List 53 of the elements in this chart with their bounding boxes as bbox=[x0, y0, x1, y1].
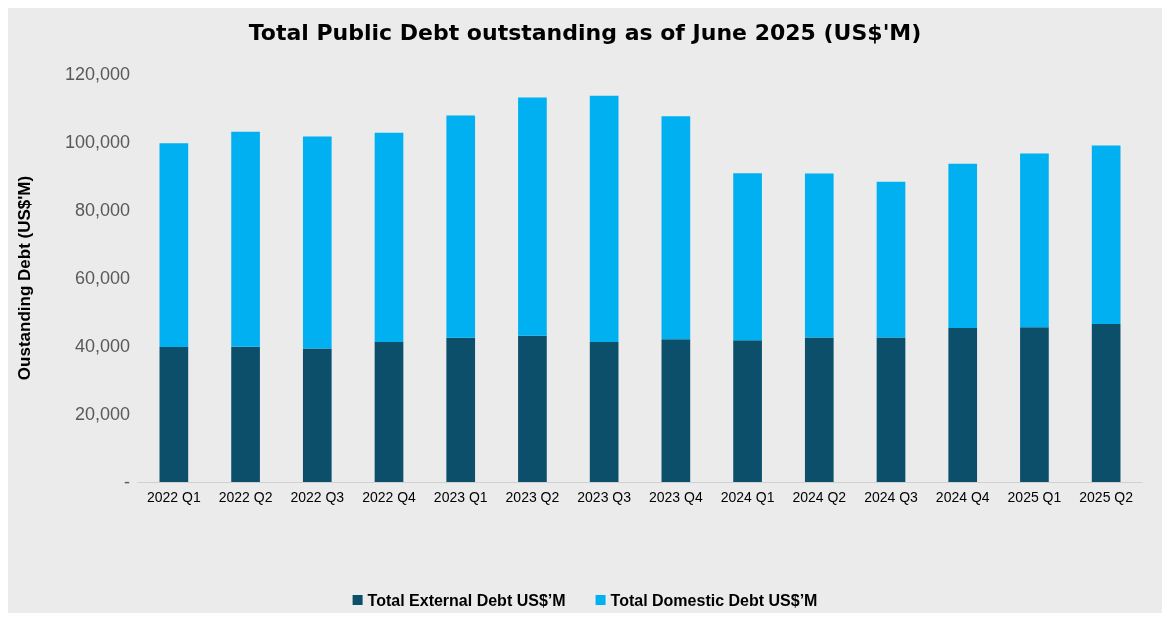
chart-title: Total Public Debt outstanding as of June 2025 (US$'M) bbox=[248, 19, 922, 45]
y-tick-label: 80,000 bbox=[74, 200, 130, 220]
bar bbox=[876, 181, 906, 338]
bar bbox=[661, 339, 691, 482]
bar bbox=[374, 341, 404, 482]
bar bbox=[159, 143, 189, 348]
bar bbox=[159, 347, 189, 482]
y-tick-label: 100,000 bbox=[64, 132, 130, 152]
x-tick-label: 2022 Q4 bbox=[362, 489, 417, 505]
bar bbox=[374, 132, 404, 342]
bar bbox=[589, 341, 619, 482]
bar bbox=[1091, 323, 1121, 482]
x-tick-label: 2023 Q2 bbox=[505, 489, 560, 505]
legend-label: Total External Debt US$’M bbox=[367, 591, 566, 609]
y-tick-label: 60,000 bbox=[74, 268, 130, 288]
bar bbox=[231, 131, 260, 347]
y-tick-label: 120,000 bbox=[64, 64, 130, 84]
bar bbox=[231, 346, 260, 482]
x-tick-label: 2022 Q2 bbox=[218, 489, 273, 505]
x-tick-label: 2025 Q2 bbox=[1079, 489, 1134, 505]
x-tick-label: 2023 Q1 bbox=[433, 489, 488, 505]
x-tick-label: 2024 Q3 bbox=[864, 489, 919, 505]
bar bbox=[948, 327, 978, 482]
bar bbox=[1091, 145, 1121, 324]
x-tick-label: 2024 Q4 bbox=[935, 489, 990, 505]
bar bbox=[948, 163, 978, 328]
legend-label: Total Domestic Debt US$’M bbox=[610, 591, 818, 609]
x-tick-label: 2024 Q1 bbox=[720, 489, 775, 505]
bar bbox=[876, 337, 906, 482]
y-tick-label: 20,000 bbox=[74, 404, 130, 424]
x-tick-label: 2025 Q1 bbox=[1007, 489, 1062, 505]
x-tick-label: 2023 Q3 bbox=[577, 489, 632, 505]
bar bbox=[302, 348, 332, 482]
bar bbox=[804, 173, 834, 338]
y-tick-label: 40,000 bbox=[74, 336, 130, 356]
bar bbox=[446, 337, 476, 482]
bar bbox=[302, 136, 332, 349]
x-tick-label: 2022 Q3 bbox=[290, 489, 345, 505]
bar bbox=[589, 95, 619, 342]
x-tick-label: 2022 Q1 bbox=[147, 489, 201, 505]
bar bbox=[733, 173, 762, 341]
x-tick-label: 2023 Q4 bbox=[649, 489, 703, 505]
bar bbox=[446, 115, 476, 338]
bar bbox=[518, 97, 547, 336]
y-tick-label: - bbox=[124, 472, 130, 492]
bar bbox=[518, 335, 547, 482]
x-tick-label: 2024 Q2 bbox=[792, 489, 847, 505]
bar bbox=[733, 340, 762, 482]
y-axis-title: Oustanding Debt (US$'M) bbox=[15, 175, 34, 381]
bar bbox=[661, 116, 691, 340]
bar bbox=[804, 337, 834, 482]
bar bbox=[1020, 327, 1049, 482]
bar bbox=[1020, 153, 1049, 328]
